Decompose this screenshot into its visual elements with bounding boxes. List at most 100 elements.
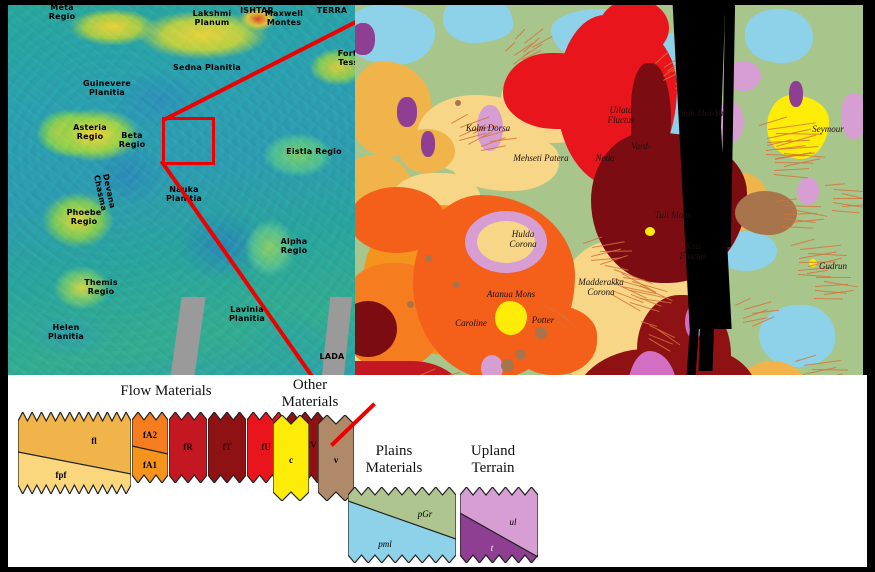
unit-ul-patch (421, 131, 435, 157)
unit-v-dot (425, 255, 432, 262)
fracture-lineament (799, 244, 841, 251)
legend-swatch-fT[interactable]: fT (207, 411, 247, 484)
hulda-corona-interior (477, 221, 535, 263)
legend-group-title-upland-terrain: Upland Terrain (470, 443, 516, 476)
unit-v-dot (515, 349, 526, 360)
legend-swatch-fA[interactable]: fA2 fA1 (131, 411, 169, 484)
geologic-map-label: Caroline (455, 318, 487, 328)
unit-pml-patch (443, 5, 513, 43)
fracture-lineament (774, 168, 810, 172)
occlusion-bar (863, 5, 867, 447)
legend-label-fA2: fA2 (143, 430, 157, 440)
inset-label: Asteria Regio (73, 123, 107, 141)
legend-label-t: t (490, 543, 494, 553)
unit-v-dot (407, 301, 414, 308)
geologic-map-label: Seymour (812, 124, 844, 134)
inset-label: Lakshmi Planum (192, 9, 232, 27)
fracture-lineament (735, 298, 751, 306)
geologic-map-label: Shih Mai-Yu (678, 108, 724, 118)
unit-fT-field (631, 63, 671, 173)
legend-swatch-c-box[interactable]: c (272, 414, 310, 502)
legend-label-fpf: fpf (55, 470, 67, 480)
legend-label-fl: fl (91, 436, 97, 446)
legend-swatch-upland[interactable]: ul t (459, 486, 539, 564)
legend-label-v: v (333, 455, 339, 465)
legend-label-pml: pml (378, 539, 392, 549)
fracture-lineament (515, 28, 526, 40)
unit-v-dot (453, 281, 460, 288)
inset-label: Phoebe Regio (66, 208, 102, 226)
unit-v-dot (501, 359, 514, 372)
legend-swatch-plains[interactable]: pGr pml (347, 486, 457, 564)
fracture-lineament (832, 210, 860, 214)
unit-ul-patch (797, 177, 819, 205)
inset-label: Maxwell Montes (264, 9, 304, 27)
unit-ul-patch (355, 23, 375, 55)
geologic-map-label: Potter (531, 315, 555, 325)
inset-label: LADA (319, 352, 345, 361)
legend-label-fR: fR (183, 442, 193, 452)
fracture-lineament (791, 238, 815, 246)
unit-pml-patch (759, 305, 835, 367)
legend-group-title-plains-materials: Plains Materials (365, 443, 423, 476)
inset-label: Meta Regio (48, 5, 76, 21)
fracture-lineament (825, 183, 845, 186)
geologic-map-label: Madderakka Corona (578, 277, 624, 297)
inset-label: Beta Regio (118, 131, 146, 149)
legend-group-title-flow-materials: Flow Materials (120, 383, 212, 399)
inset-label: Eistla Regio (286, 147, 342, 156)
legend-label-fV: fV (307, 440, 317, 450)
fracture-lineament (505, 42, 516, 52)
inset-label: Lavinia Planitia (228, 305, 265, 323)
unit-ul-patch (481, 355, 503, 381)
unit-ul-patch (789, 81, 803, 107)
geologic-map-label: Koti Fluctus (679, 241, 707, 261)
geologic-map-label: Mehseti Patera (513, 153, 569, 163)
inset-label: Sedna Planitia (173, 63, 241, 72)
unit-pml-patch (745, 9, 813, 63)
geologic-map-label: Neda (595, 153, 615, 163)
unit-c-patch (809, 259, 817, 267)
geologic-map-label: Tuli Mons (654, 210, 692, 220)
fracture-lineament (833, 197, 865, 199)
legend-swatch-fR[interactable]: fR (168, 411, 208, 484)
geologic-map-label: Kalm Dorsa (465, 123, 511, 133)
fracture-lineament (814, 298, 844, 300)
legend-label-pGr: pGr (417, 509, 433, 519)
fracture-lineament (815, 283, 848, 287)
unit-fA-field (355, 187, 445, 253)
inset-label: Alpha Regio (280, 237, 308, 255)
unit-v-dot (455, 100, 461, 106)
inset-label: ISHTAR (240, 6, 274, 15)
legend-label-ul: ul (509, 517, 517, 527)
map-legend: Flow Materials Other Materials Plains Mate… (8, 375, 867, 567)
inset-label: TERRA (316, 6, 348, 15)
unit-v-dot (535, 327, 547, 339)
unit-fR-field (503, 53, 613, 129)
fracture-lineament (803, 366, 837, 375)
unit-c-patch (495, 301, 527, 335)
inset-label: Helen Planitia (47, 323, 84, 341)
legend-group-title-other-materials: Other Materials (281, 377, 339, 410)
geologic-map-label: Gudrun (818, 261, 847, 271)
geologic-map-label: Uilata Fluctus (607, 105, 635, 125)
inset-label: Themis Regio (84, 278, 118, 296)
unit-c-patch (645, 227, 655, 236)
fracture-lineament (815, 277, 851, 279)
legend-label-fU: fU (261, 442, 271, 452)
inset-label: Fortuna Tessera (337, 49, 355, 67)
legend-label-fA1: fA1 (143, 460, 157, 470)
inset-label: Guinevere Planitia (83, 79, 131, 97)
unit-ul-patch (841, 93, 867, 139)
area-of-interest-box[interactable] (162, 117, 215, 165)
legend-label-fT: fT (222, 442, 232, 452)
unit-ul-patch (397, 97, 417, 127)
legend-label-c: c (289, 455, 293, 465)
unit-fR-field (599, 5, 669, 57)
geologic-map-label: Atanua Mons (486, 289, 536, 299)
geologic-map-label: Hulda Corona (509, 229, 537, 249)
fracture-lineament (833, 189, 867, 193)
geologic-map-label: Vard- (631, 141, 651, 151)
legend-swatch-fl-fpf[interactable]: fl fpf (17, 410, 132, 496)
